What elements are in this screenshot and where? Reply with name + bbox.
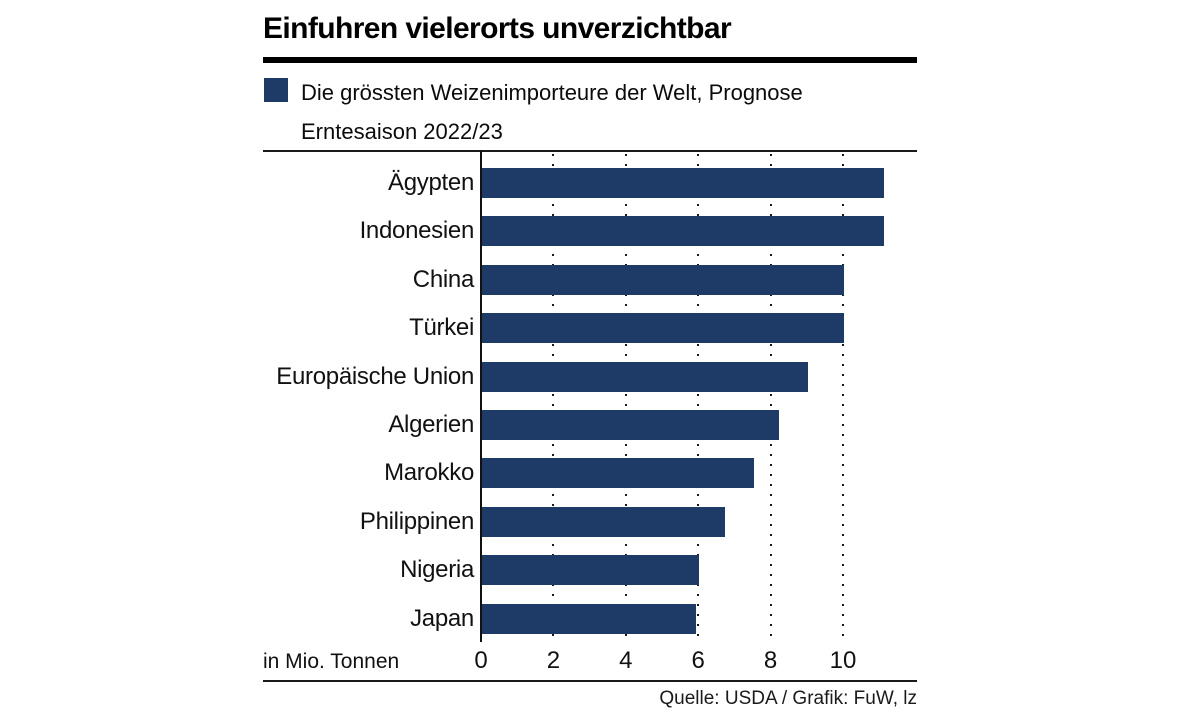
category-label: Japan — [410, 604, 474, 632]
category-label: Marokko — [384, 459, 474, 487]
chart-subtitle: Die grössten Weizenimporteure der Welt, … — [301, 73, 917, 151]
gridline-6 — [697, 154, 700, 640]
x-tick-label: 8 — [763, 647, 778, 674]
x-tick-label: 6 — [691, 647, 705, 674]
category-label: Algerien — [388, 411, 474, 438]
chart-subtitle-line1: Die grössten Weizenimporteure der Welt, … — [301, 80, 803, 105]
category-label: Ägypten — [388, 169, 474, 196]
x-tick-label: 2 — [546, 647, 561, 674]
x-tick-label: 10 — [829, 647, 857, 674]
x-axis-unit-label: in Mio. Tonnen — [263, 650, 400, 673]
bar — [482, 458, 754, 489]
bar — [482, 361, 808, 392]
x-tick-label: 0 — [474, 647, 488, 674]
gridline-4 — [624, 154, 627, 640]
bar — [482, 216, 884, 247]
category-label: China — [412, 265, 475, 293]
bar — [482, 506, 725, 537]
bar — [482, 603, 696, 634]
bar — [482, 313, 844, 344]
title-divider — [263, 57, 917, 63]
gridline-2 — [552, 154, 555, 640]
bottom-divider — [263, 680, 917, 682]
x-tick-label: 4 — [619, 647, 633, 674]
legend-swatch-icon — [264, 78, 288, 102]
page-title: Einfuhren vielerorts unverzichtbar — [263, 12, 732, 45]
category-label: Philippinen — [359, 507, 474, 535]
category-label: Indonesien — [359, 217, 475, 245]
y-axis-line — [480, 151, 482, 642]
category-label: Nigeria — [400, 556, 474, 584]
gridline-8 — [769, 154, 772, 640]
gridline-10 — [842, 154, 844, 640]
source-credit: Quelle: USDA / Grafik: FuW, lz — [659, 688, 917, 709]
category-label: Europäische Union — [276, 362, 474, 390]
bar — [482, 264, 844, 295]
bar — [482, 555, 700, 586]
bar — [482, 410, 779, 440]
category-label: Türkei — [409, 314, 474, 342]
chart-subtitle-line2: Erntesaison 2022/23 — [301, 119, 503, 144]
bar — [482, 168, 884, 198]
plot-top-border — [263, 150, 917, 152]
